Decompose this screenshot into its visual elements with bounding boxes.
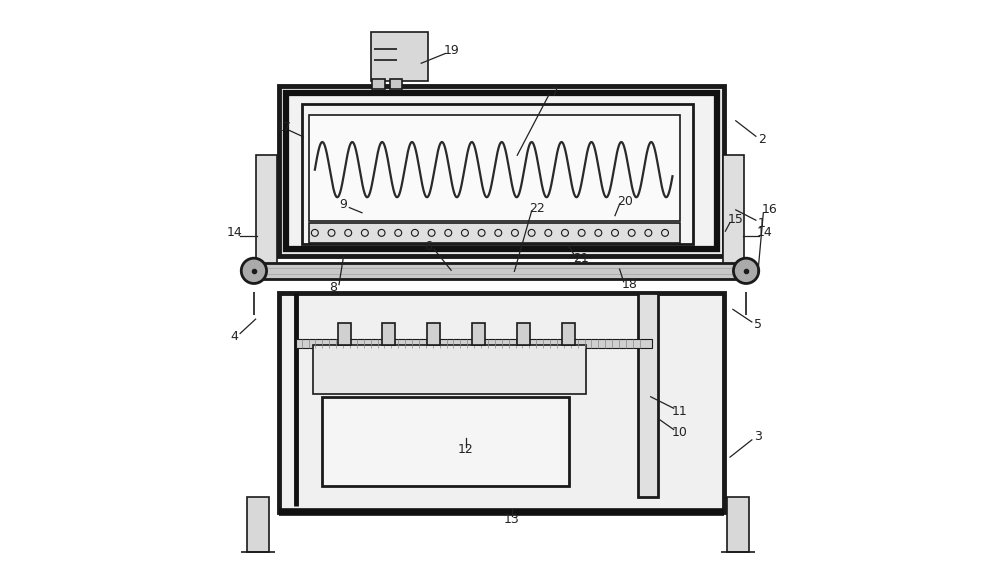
Bar: [256, 155, 277, 276]
Text: 11: 11: [672, 405, 687, 417]
Bar: [309, 115, 680, 221]
Text: 6: 6: [424, 240, 432, 252]
Text: 22: 22: [530, 202, 545, 214]
Text: 7: 7: [551, 86, 559, 98]
Bar: [517, 323, 530, 345]
Text: 15: 15: [728, 213, 744, 226]
Bar: [372, 79, 385, 89]
Bar: [472, 323, 485, 345]
Text: 14: 14: [226, 227, 242, 239]
Bar: [313, 345, 586, 394]
Text: 3: 3: [754, 431, 762, 443]
Bar: [286, 93, 717, 249]
Bar: [382, 323, 395, 345]
Bar: [322, 397, 569, 486]
Text: 20: 20: [617, 195, 633, 208]
Bar: [390, 79, 402, 89]
Text: 16: 16: [761, 204, 777, 216]
Bar: [638, 293, 658, 497]
Text: 13: 13: [504, 513, 519, 526]
Text: 1: 1: [758, 217, 766, 229]
Text: 18: 18: [621, 278, 637, 291]
Text: 14: 14: [757, 227, 772, 239]
Bar: [247, 497, 269, 552]
Text: 2: 2: [758, 133, 766, 145]
Bar: [338, 323, 351, 345]
Bar: [371, 32, 428, 81]
Bar: [562, 323, 575, 345]
Bar: [309, 223, 680, 243]
Text: 10: 10: [671, 426, 687, 439]
Bar: [296, 339, 652, 348]
Text: 9: 9: [340, 198, 348, 211]
Bar: [279, 86, 724, 256]
Bar: [427, 323, 440, 345]
Bar: [723, 155, 744, 276]
Text: 5: 5: [754, 319, 762, 331]
Bar: [302, 104, 693, 244]
Text: 8: 8: [329, 281, 337, 294]
Bar: [279, 293, 724, 512]
Text: 4: 4: [230, 330, 238, 343]
Text: 21: 21: [573, 252, 588, 265]
Bar: [254, 263, 746, 279]
Text: 12: 12: [458, 443, 473, 456]
Circle shape: [241, 258, 267, 283]
Bar: [727, 497, 749, 552]
Circle shape: [733, 258, 759, 283]
Text: 17: 17: [276, 121, 292, 134]
Text: 19: 19: [443, 44, 459, 57]
